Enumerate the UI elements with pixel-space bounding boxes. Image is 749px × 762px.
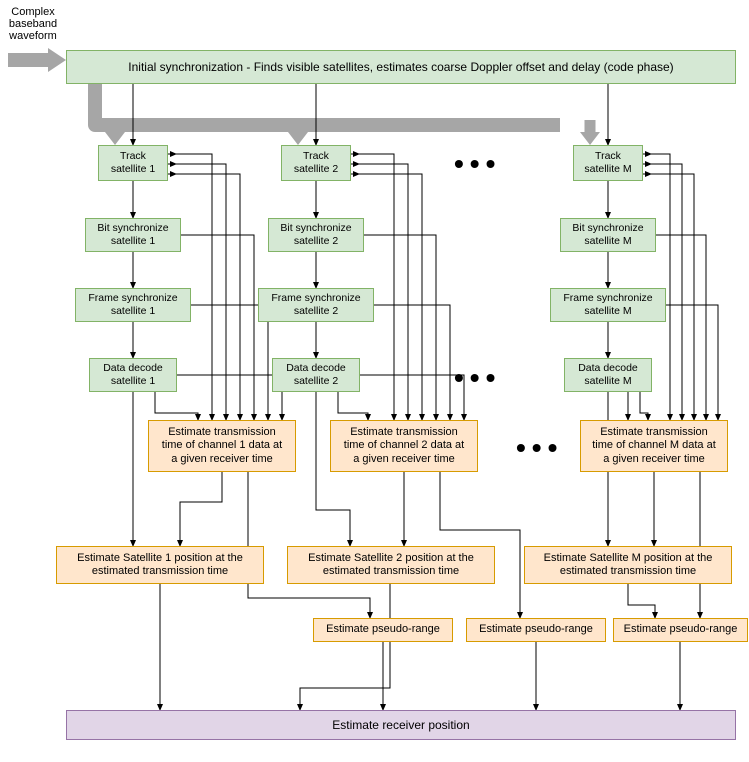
box-frame1: Frame synchronizesatellite 1 — [75, 288, 191, 322]
box-pos2: Estimate Satellite 2 position at theesti… — [287, 546, 495, 584]
box-pr2: Estimate pseudo-range — [466, 618, 606, 642]
box-bitM: Bit synchronizesatellite M — [560, 218, 656, 252]
box-frame2: Frame synchronizesatellite 2 — [258, 288, 374, 322]
box-pr1: Estimate pseudo-range — [313, 618, 453, 642]
box-bit2: Bit synchronizesatellite 2 — [268, 218, 364, 252]
box-trans1: Estimate transmissiontime of channel 1 d… — [148, 420, 296, 472]
ellipsis-0: ••• — [454, 148, 501, 180]
box-prM: Estimate pseudo-range — [613, 618, 748, 642]
box-track1: Tracksatellite 1 — [98, 145, 168, 181]
box-decode2: Data decodesatellite 2 — [272, 358, 360, 392]
box-transM: Estimate transmissiontime of channel M d… — [580, 420, 728, 472]
box-frameM: Frame synchronizesatellite M — [550, 288, 666, 322]
box-init: Initial synchronization - Finds visible … — [66, 50, 736, 84]
box-decode1: Data decodesatellite 1 — [89, 358, 177, 392]
box-trackM: Tracksatellite M — [573, 145, 643, 181]
ellipsis-2: ••• — [516, 432, 563, 464]
box-track2: Tracksatellite 2 — [281, 145, 351, 181]
box-decodeM: Data decodesatellite M — [564, 358, 652, 392]
box-trans2: Estimate transmissiontime of channel 2 d… — [330, 420, 478, 472]
ellipsis-1: ••• — [454, 362, 501, 394]
box-posM: Estimate Satellite M position at theesti… — [524, 546, 732, 584]
box-bit1: Bit synchronizesatellite 1 — [85, 218, 181, 252]
box-recv: Estimate receiver position — [66, 710, 736, 740]
input-label: Complexbasebandwaveform — [4, 6, 62, 42]
box-pos1: Estimate Satellite 1 position at theesti… — [56, 546, 264, 584]
